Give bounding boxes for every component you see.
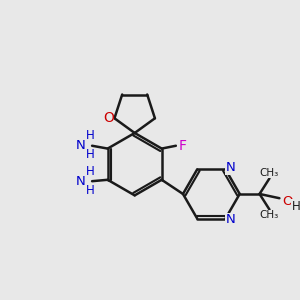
Text: H: H bbox=[292, 200, 300, 213]
Text: N: N bbox=[226, 161, 236, 175]
Text: H: H bbox=[86, 129, 95, 142]
Text: N: N bbox=[75, 139, 85, 152]
Text: N: N bbox=[75, 175, 85, 188]
Text: O: O bbox=[103, 111, 114, 125]
Text: H: H bbox=[86, 184, 95, 197]
Text: CH₃: CH₃ bbox=[260, 210, 279, 220]
Text: H: H bbox=[86, 148, 95, 161]
Text: CH₃: CH₃ bbox=[260, 168, 279, 178]
Text: F: F bbox=[178, 139, 186, 153]
Text: O: O bbox=[282, 195, 293, 208]
Text: H: H bbox=[86, 165, 95, 178]
Text: N: N bbox=[226, 213, 236, 226]
